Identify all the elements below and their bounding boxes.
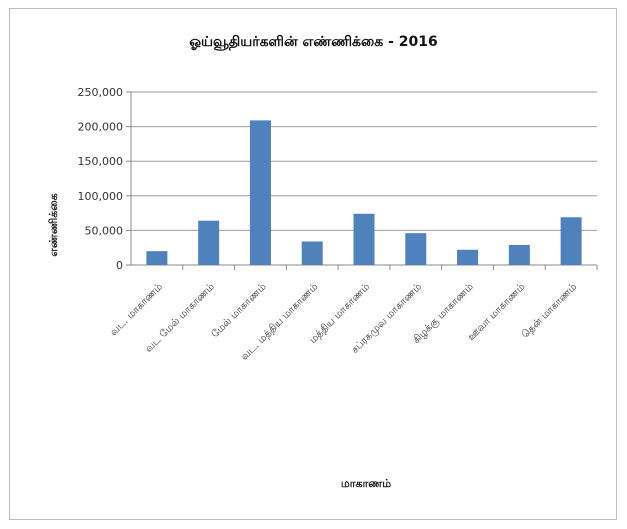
bar xyxy=(560,217,582,265)
bar xyxy=(508,244,530,265)
bar xyxy=(405,233,427,265)
bar xyxy=(353,213,375,265)
y-axis-title: எண்ணிக்கை xyxy=(47,193,60,256)
x-tick-label: ஊவா மாகாணம் xyxy=(466,281,528,343)
bar xyxy=(249,120,271,265)
bar xyxy=(146,251,168,265)
chart-title: ஓய்வூதியர்களின் எண்ணிக்கை - 2016 xyxy=(189,34,438,50)
bar xyxy=(198,220,220,265)
x-tick-label: வட. மாகாணம் xyxy=(108,281,165,338)
x-tick-label: மேல் மாகாணம் xyxy=(210,281,269,340)
bar xyxy=(457,249,479,265)
y-tick-label: 50,000 xyxy=(85,224,124,237)
x-axis-title: மாகாணம் xyxy=(341,477,391,490)
y-tick-label: 0 xyxy=(116,259,123,272)
y-tick-label: 200,000 xyxy=(78,121,124,134)
y-tick-label: 100,000 xyxy=(78,190,124,203)
bar xyxy=(301,241,323,265)
x-tick-label: தென் மாகாணம் xyxy=(520,281,579,340)
y-tick-label: 150,000 xyxy=(78,155,124,168)
y-tick-label: 250,000 xyxy=(78,86,124,99)
